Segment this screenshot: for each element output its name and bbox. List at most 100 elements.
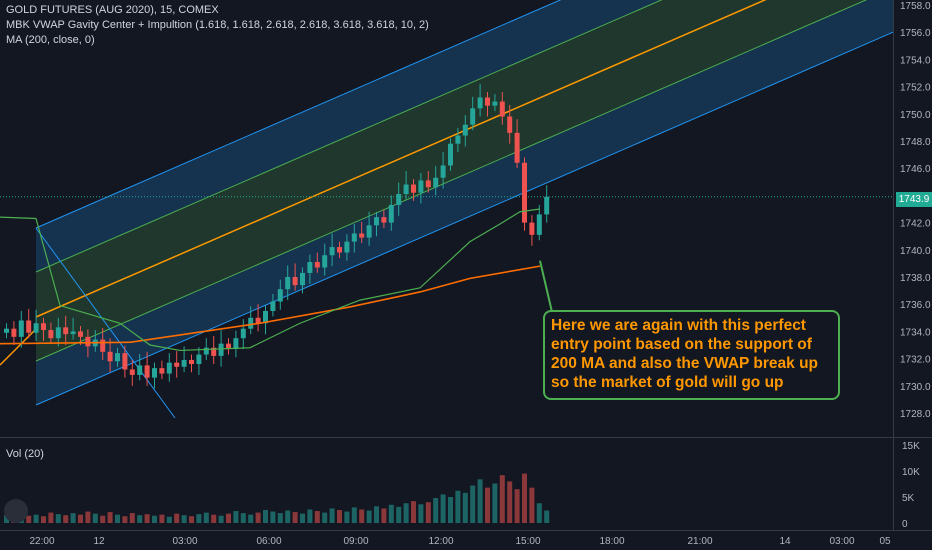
volume-bar bbox=[181, 515, 187, 523]
volume-bar bbox=[329, 508, 335, 523]
price-tick-label: 1734.0 bbox=[900, 327, 931, 338]
volume-bar bbox=[418, 504, 424, 523]
volume-bar bbox=[381, 508, 387, 523]
candle-body bbox=[240, 328, 246, 339]
volume-bar bbox=[359, 509, 365, 523]
time-tick-label: 05 bbox=[879, 536, 891, 547]
symbol-title: GOLD FUTURES (AUG 2020), 15, COMEX bbox=[6, 4, 219, 16]
candle-body bbox=[4, 328, 9, 333]
volume-bar bbox=[448, 497, 453, 523]
candle-body bbox=[337, 247, 342, 253]
candle-body bbox=[277, 289, 283, 302]
volume-bar bbox=[514, 489, 520, 523]
candle-body bbox=[329, 247, 335, 256]
volume-bar bbox=[462, 492, 468, 523]
volume-bar bbox=[411, 501, 416, 523]
time-tick-label: 14 bbox=[779, 536, 791, 547]
volume-bar bbox=[129, 513, 135, 523]
volume-bar bbox=[285, 510, 291, 523]
candle-body bbox=[507, 116, 513, 133]
volume-bar bbox=[92, 513, 98, 523]
candle-body bbox=[41, 323, 46, 331]
volume-bar bbox=[211, 514, 217, 523]
time-tick-label: 21:00 bbox=[687, 536, 712, 547]
volume-bar bbox=[374, 506, 379, 523]
price-tick-label: 1754.0 bbox=[900, 55, 931, 66]
volume-bar bbox=[63, 515, 69, 523]
candle-body bbox=[115, 353, 120, 362]
volume-bar bbox=[26, 515, 32, 523]
volume-legend: Vol (20) bbox=[6, 448, 44, 460]
candle-body bbox=[396, 194, 402, 205]
volume-bar bbox=[144, 514, 150, 523]
time-tick-label: 15:00 bbox=[515, 536, 540, 547]
channel-lower-band bbox=[36, 0, 893, 405]
candle-body bbox=[248, 317, 254, 329]
candle-body bbox=[292, 277, 298, 286]
time-tick-label: 22:00 bbox=[29, 536, 54, 547]
candle-body bbox=[263, 311, 268, 324]
callout-pointer bbox=[539, 260, 553, 313]
candle-body bbox=[48, 330, 54, 339]
annotation-callout[interactable]: Here we are again with this perfect entr… bbox=[543, 310, 840, 400]
candle-body bbox=[181, 359, 187, 367]
volume-bar bbox=[41, 516, 46, 523]
volume-bar bbox=[263, 510, 268, 523]
time-tick-label: 12:00 bbox=[428, 536, 453, 547]
candle-body bbox=[381, 217, 387, 223]
candle-body bbox=[440, 165, 446, 178]
candle-body bbox=[107, 351, 113, 362]
tradingview-logo-icon[interactable] bbox=[4, 499, 28, 523]
volume-bar bbox=[100, 515, 106, 523]
candle-body bbox=[344, 241, 350, 253]
indicator-legend: MBK VWAP Gavity Center + Impultion (1.61… bbox=[6, 19, 429, 31]
volume-bar bbox=[255, 512, 261, 523]
volume-bar bbox=[270, 511, 276, 523]
channel-lower-line bbox=[35, 31, 894, 406]
channel-lower-mid-line bbox=[35, 0, 868, 362]
volume-bar bbox=[485, 487, 490, 523]
candle-body bbox=[174, 362, 180, 367]
candle-body bbox=[433, 177, 439, 188]
candle-body bbox=[152, 368, 157, 378]
volume-bar bbox=[33, 514, 39, 523]
price-tick-label: 1736.0 bbox=[900, 300, 931, 311]
time-tick-label: 09:00 bbox=[343, 536, 368, 547]
volume-bar bbox=[152, 515, 157, 523]
volume-bar bbox=[233, 511, 239, 523]
time-tick-label: 03:00 bbox=[829, 536, 854, 547]
volume-bar bbox=[107, 512, 113, 523]
candle-body bbox=[307, 262, 313, 273]
volume-bar bbox=[174, 513, 180, 523]
price-tick-label: 1750.0 bbox=[900, 110, 931, 121]
candle-body bbox=[536, 214, 542, 235]
candle-body bbox=[300, 272, 305, 286]
candle-body bbox=[55, 327, 61, 339]
candle-body bbox=[18, 320, 24, 337]
volume-tick-label: 15K bbox=[902, 441, 920, 452]
candle-body bbox=[374, 217, 379, 226]
candle-body bbox=[485, 97, 490, 106]
candle-body bbox=[411, 184, 416, 193]
price-tick-label: 1738.0 bbox=[900, 273, 931, 284]
price-tick-label: 1758.0 bbox=[900, 1, 931, 12]
volume-bar bbox=[196, 514, 202, 523]
candle-body bbox=[166, 362, 172, 374]
volume-bar bbox=[344, 511, 350, 523]
volume-bar bbox=[314, 511, 320, 523]
volume-bar bbox=[544, 510, 550, 523]
price-tick-label: 1728.0 bbox=[900, 409, 931, 420]
price-tick-label: 1730.0 bbox=[900, 382, 931, 393]
candle-body bbox=[270, 301, 276, 311]
candle-body bbox=[211, 347, 217, 356]
volume-bar bbox=[403, 503, 409, 523]
candle-body bbox=[462, 124, 468, 136]
volume-bar bbox=[351, 507, 357, 523]
candle-body bbox=[470, 108, 476, 125]
volume-bar bbox=[277, 513, 283, 523]
volume-bar bbox=[425, 502, 431, 523]
volume-bar bbox=[440, 494, 446, 523]
candle-body bbox=[137, 365, 143, 375]
candle-body bbox=[314, 262, 320, 268]
